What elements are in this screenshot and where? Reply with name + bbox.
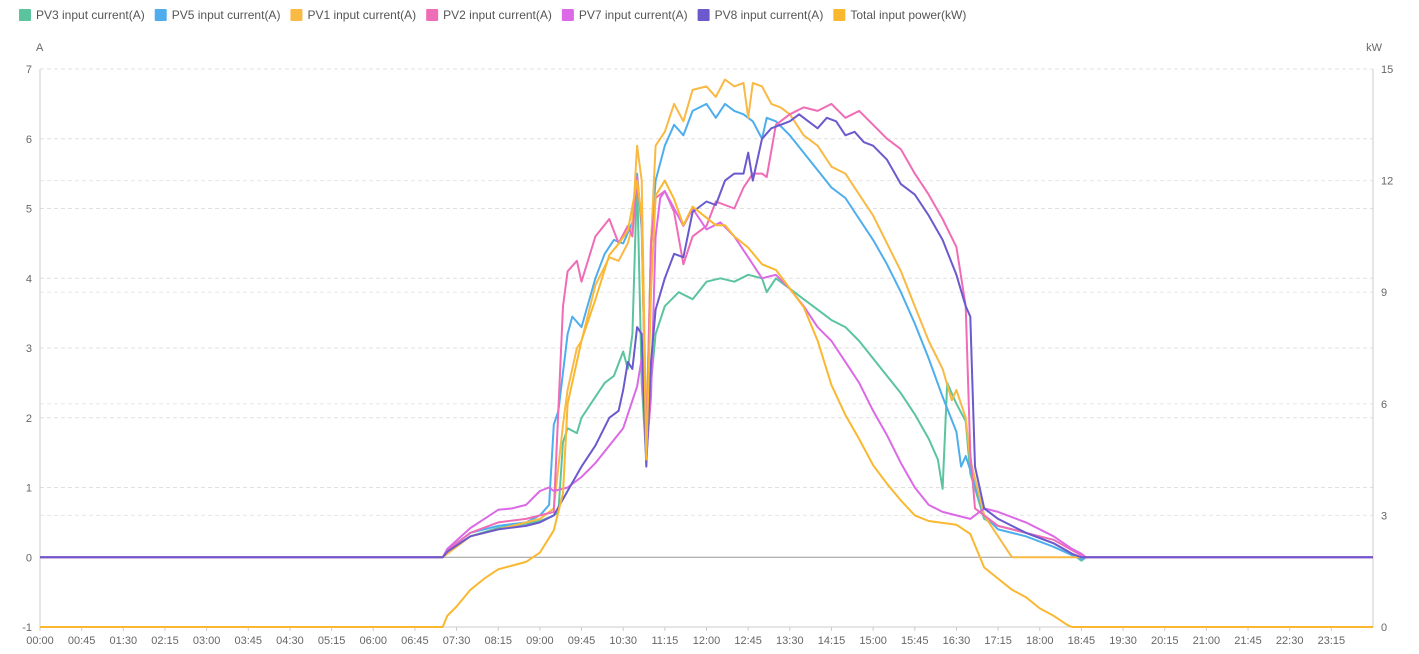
chart-series — [40, 78, 1373, 628]
y-right-tick-label: 9 — [1381, 287, 1387, 299]
x-tick-label: 14:15 — [818, 635, 846, 647]
x-tick-label: 15:00 — [859, 635, 887, 647]
x-tick-label: 21:00 — [1193, 635, 1221, 647]
chart-grid — [40, 68, 1373, 628]
y-left-tick-label: 6 — [26, 134, 32, 146]
y-right-tick-label: 0 — [1381, 622, 1387, 634]
legend-label: PV2 input current(A) — [443, 8, 552, 22]
legend-item[interactable]: Total input power(kW) — [833, 8, 966, 22]
y-left-tick-label: 5 — [26, 204, 32, 216]
x-tick-label: 02:15 — [151, 635, 179, 647]
x-tick-label: 03:45 — [235, 635, 263, 647]
x-tick-label: 22:30 — [1276, 635, 1304, 647]
x-tick-label: 05:15 — [318, 635, 346, 647]
x-tick-label: 09:45 — [568, 635, 596, 647]
y-left-tick-label: 7 — [26, 64, 32, 76]
y-right-tick-label: 12 — [1381, 176, 1393, 188]
y-right-tick-label: 6 — [1381, 399, 1387, 411]
x-tick-label: 18:45 — [1068, 635, 1096, 647]
x-tick-label: 18:00 — [1026, 635, 1054, 647]
y-right-tick-label: 15 — [1381, 64, 1393, 76]
series-line — [40, 190, 1373, 559]
x-tick-label: 06:45 — [401, 635, 429, 647]
legend-item[interactable]: PV2 input current(A) — [426, 8, 552, 22]
x-tick-label: 16:30 — [943, 635, 971, 647]
x-tick-label: 12:00 — [693, 635, 721, 647]
x-tick-label: 00:00 — [26, 635, 54, 647]
legend-label: PV1 input current(A) — [307, 8, 416, 22]
legend-swatch — [561, 9, 574, 21]
x-tick-label: 10:30 — [609, 635, 637, 647]
series-line — [40, 113, 1373, 559]
x-tick-label: 09:00 — [526, 635, 554, 647]
x-tick-label: 19:30 — [1109, 635, 1137, 647]
y-left-tick-label: 1 — [26, 483, 32, 495]
y-left-tick-label: 4 — [26, 273, 32, 285]
legend-item[interactable]: PV8 input current(A) — [697, 8, 824, 22]
x-tick-label: 20:15 — [1151, 635, 1179, 647]
legend-swatch — [19, 9, 31, 21]
legend-swatch — [426, 9, 439, 21]
y-left-tick-label: -1 — [22, 622, 32, 634]
legend-item[interactable]: PV3 input current(A) — [19, 8, 145, 22]
x-tick-label: 17:15 — [984, 635, 1012, 647]
x-tick-label: 12:45 — [734, 635, 762, 647]
legend-label: PV7 input current(A) — [579, 8, 688, 22]
x-tick-label: 01:30 — [110, 635, 138, 647]
x-tick-label: 23:15 — [1318, 635, 1346, 647]
legend-item[interactable]: PV7 input current(A) — [561, 8, 688, 22]
x-tick-label: 06:00 — [359, 635, 387, 647]
x-tick-label: 11:15 — [651, 635, 678, 647]
y-left-tick-label: 0 — [26, 552, 32, 564]
y-left-tick-label: 2 — [26, 413, 32, 425]
y-left-tick-label: 3 — [26, 343, 32, 355]
series-line — [40, 102, 1373, 561]
legend-swatch — [154, 9, 167, 21]
series-line — [40, 176, 1373, 562]
series-line — [40, 102, 1373, 559]
x-tick-label: 21:45 — [1234, 635, 1262, 647]
x-tick-label: 07:30 — [443, 635, 471, 647]
x-tick-label: 15:45 — [901, 635, 929, 647]
right-axis-unit: kW — [1366, 42, 1383, 54]
legend-item[interactable]: PV1 input current(A) — [290, 8, 416, 22]
legend-swatch — [290, 9, 303, 21]
x-tick-label: 04:30 — [276, 635, 304, 647]
legend-label: Total input power(kW) — [850, 8, 966, 22]
x-tick-label: 00:45 — [68, 635, 96, 647]
legend-item[interactable]: PV5 input current(A) — [154, 8, 281, 22]
legend-swatch — [833, 9, 846, 21]
x-tick-label: 03:00 — [193, 635, 221, 647]
y-right-tick-label: 3 — [1381, 510, 1387, 522]
chart-legend: PV3 input current(A) PV5 input current(A)… — [19, 8, 966, 22]
legend-swatch — [697, 9, 710, 21]
series-line — [40, 78, 1373, 559]
x-tick-label: 08:15 — [484, 635, 512, 647]
series-line — [40, 179, 1373, 628]
x-tick-label: 13:30 — [776, 635, 804, 647]
left-axis-unit: A — [36, 42, 44, 54]
legend-label: PV8 input current(A) — [715, 8, 824, 22]
legend-label: PV5 input current(A) — [172, 8, 281, 22]
legend-label: PV3 input current(A) — [36, 8, 145, 22]
